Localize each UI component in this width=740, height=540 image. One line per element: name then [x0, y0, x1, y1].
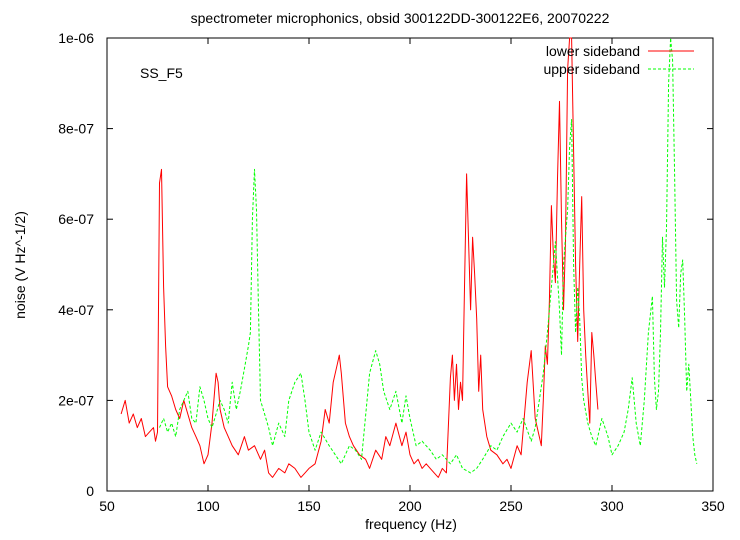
y-tick-label: 1e-06: [58, 30, 94, 46]
plot-frame: [106, 37, 714, 492]
x-tick-label: 250: [499, 498, 523, 514]
x-tick-label: 350: [701, 498, 725, 514]
x-axis-label: frequency (Hz): [365, 516, 457, 532]
series-layer: [120, 37, 698, 478]
x-tick-label: 50: [99, 498, 115, 514]
x-tick-label: 100: [196, 498, 220, 514]
axis-ticks: 50 100 150 200 250 300 350 0 2e-07 4e-07 6e-07 8e-0…: [58, 30, 725, 514]
legend-label-upper-sideband: upper sideband: [543, 61, 640, 77]
y-tick-label: 4e-07: [58, 302, 94, 318]
y-tick-label: 2e-07: [58, 392, 94, 408]
series-line-upper-sideband: [159, 37, 698, 474]
x-tick-label: 150: [297, 498, 321, 514]
y-axis-label: noise (V Hz^-1/2): [12, 211, 28, 319]
legend: lower sideband upper sideband: [543, 43, 694, 77]
chart-title: spectrometer microphonics, obsid 300122D…: [191, 10, 610, 26]
legend-label-lower-sideband: lower sideband: [546, 43, 640, 59]
series-line-lower-sideband: [120, 37, 599, 478]
chart-annotation: SS_F5: [140, 65, 183, 81]
x-tick-label: 300: [600, 498, 624, 514]
y-tick-label: 6e-07: [58, 211, 94, 227]
y-tick-label: 8e-07: [58, 121, 94, 137]
y-tick-label: 0: [86, 483, 94, 499]
x-tick-label: 200: [398, 498, 422, 514]
